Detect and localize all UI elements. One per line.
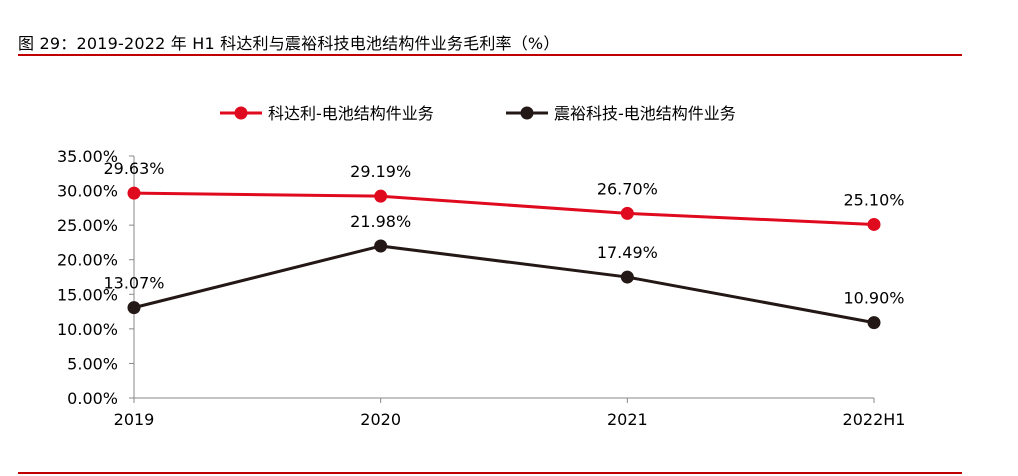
series-1: 29.63% 29.19% 26.70% 25.10% — [103, 159, 905, 231]
y-tick-label: 5.00% — [67, 354, 118, 373]
data-label: 29.19% — [350, 162, 411, 181]
legend-item-2: 震裕科技-电池结构件业务 — [506, 104, 736, 123]
x-tick-label: 2020 — [360, 410, 401, 429]
data-label: 17.49% — [597, 243, 658, 262]
y-tick-label: 0.00% — [67, 389, 118, 408]
legend-swatch-marker — [520, 106, 534, 120]
footer-rule — [18, 472, 962, 474]
legend-label: 科达利-电池结构件业务 — [268, 104, 434, 123]
legend-swatch-marker — [234, 106, 248, 120]
series-layer: 29.63% 29.19% 26.70% 25.10% 13.07% 21.98% 17.4… — [103, 159, 905, 330]
data-point — [867, 217, 881, 231]
figure-title: 图 29：2019-2022 年 H1 科达利与震裕科技电池结构件业务毛利率（%… — [18, 34, 560, 53]
data-point — [127, 301, 141, 315]
legend: 科达利-电池结构件业务 震裕科技-电池结构件业务 — [220, 104, 736, 123]
x-tick-label: 2019 — [114, 410, 155, 429]
data-point — [867, 316, 881, 330]
data-label: 25.10% — [843, 190, 904, 209]
data-point — [620, 206, 634, 220]
data-point — [620, 270, 634, 284]
series-2: 13.07% 21.98% 17.49% 10.90% — [103, 212, 905, 330]
title-rule — [18, 54, 962, 56]
y-tick-label: 20.00% — [57, 251, 118, 270]
data-point — [374, 239, 388, 253]
x-tick-label: 2021 — [607, 410, 648, 429]
data-point — [127, 186, 141, 200]
data-label: 21.98% — [350, 212, 411, 231]
data-point — [374, 189, 388, 203]
y-tick-label: 25.00% — [57, 216, 118, 235]
axes: 0.00% 5.00% 10.00% 15.00% 20.00% 25.00% 30.00%… — [57, 147, 905, 429]
data-label: 26.70% — [597, 179, 658, 198]
legend-label: 震裕科技-电池结构件业务 — [554, 104, 736, 123]
y-tick-label: 30.00% — [57, 182, 118, 201]
series-line — [133, 191, 875, 226]
y-tick-label: 10.00% — [57, 320, 118, 339]
data-label: 29.63% — [103, 159, 164, 178]
x-tick-label: 2022H1 — [843, 410, 906, 429]
series-line — [133, 244, 875, 325]
legend-item-1: 科达利-电池结构件业务 — [220, 104, 434, 123]
data-label: 10.90% — [843, 289, 904, 308]
y-tick-label: 35.00% — [57, 147, 118, 166]
data-label: 13.07% — [103, 274, 164, 293]
y-tick-label: 15.00% — [57, 285, 118, 304]
